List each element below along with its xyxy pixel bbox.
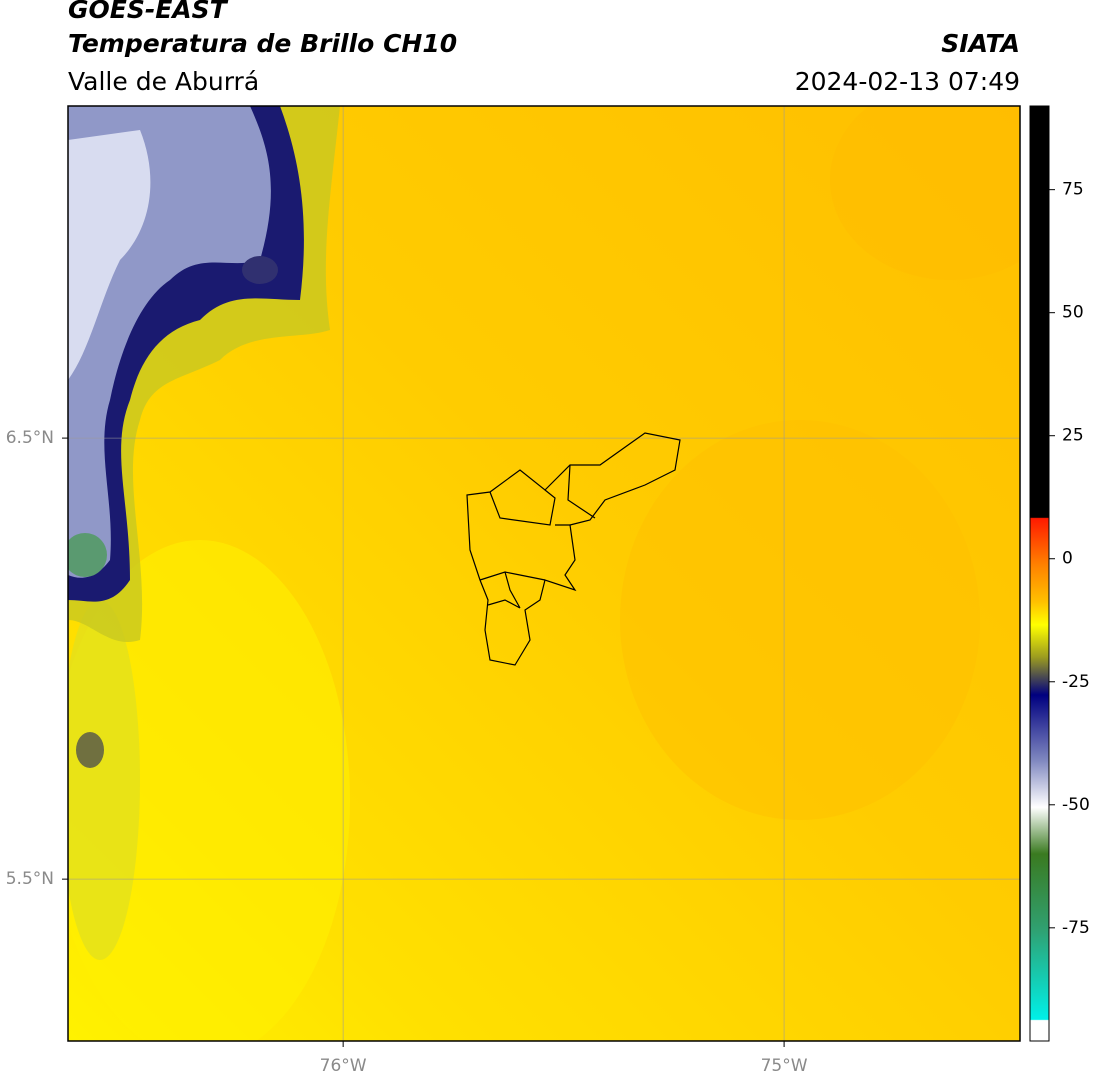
municipality-outline [466,432,681,666]
colorbar-tick-label: 0 [1062,549,1073,569]
datetime: 2024-02-13 07:49 [795,67,1020,96]
gridlines [68,106,1020,1041]
colorbar-tick-label: 75 [1062,180,1084,200]
map-frame [67,105,1021,1042]
colorbar-tick-label: -25 [1062,672,1090,692]
subtitle: Temperatura de Brillo CH10 [68,29,457,58]
colorbar-tick-label: -75 [1062,918,1090,938]
region: Valle de Aburrá [68,67,259,96]
source: SIATA [941,29,1020,58]
colorbar-tick-label: 25 [1062,426,1084,446]
x-tick-label: 76°W [320,1056,367,1076]
map-field [68,106,1020,1041]
title: GOES-EAST [68,0,229,24]
colorbar-tick-label: -50 [1062,795,1090,815]
y-tick-label: 6.5°N [6,428,54,448]
x-tick-label: 75°W [761,1056,808,1076]
colorbar [1029,105,1050,1042]
y-tick-label: 5.5°N [6,869,54,889]
colorbar-tick-label: 50 [1062,303,1084,323]
